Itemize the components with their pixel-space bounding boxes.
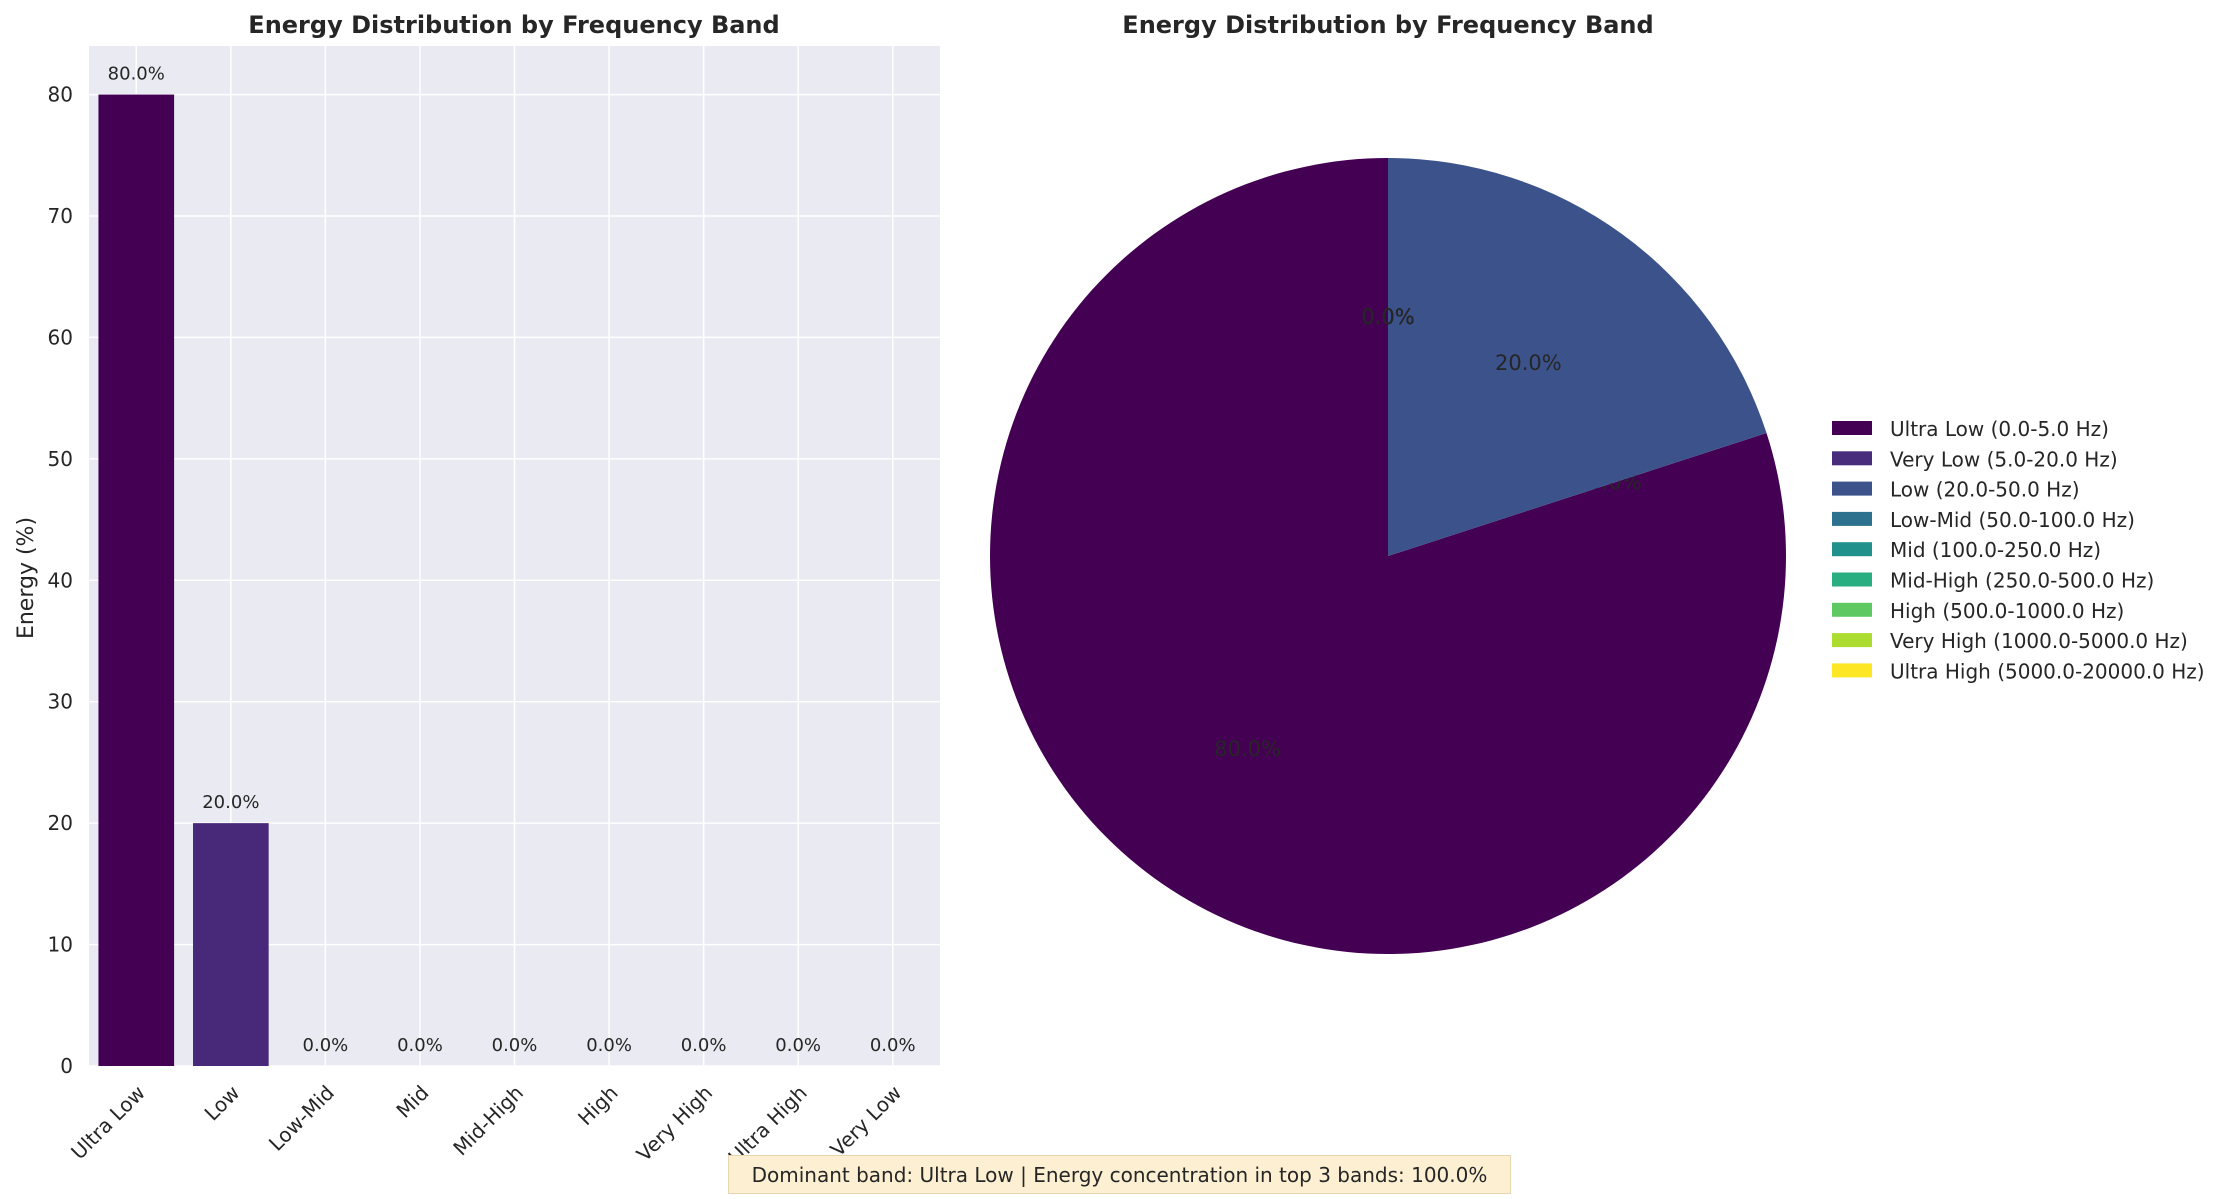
legend-swatch: [1832, 572, 1872, 587]
legend-label: Ultra High (5000.0-20000.0 Hz): [1890, 659, 2205, 683]
bar-value-label: 0.0%: [303, 1035, 349, 1056]
bar-value-label: 0.0%: [775, 1035, 821, 1056]
legend-label: High (500.0-1000.0 Hz): [1890, 599, 2124, 623]
x-tick-label: Very High: [632, 1081, 717, 1166]
y-tick-label: 0: [60, 1054, 73, 1078]
pie-slice-label: 0.0%: [1361, 305, 1414, 329]
bar: [98, 94, 175, 1067]
pie-slice-label: 0.0%: [1361, 305, 1414, 329]
pie-chart-title: Energy Distribution by Frequency Band: [1122, 11, 1653, 39]
bar-chart-title: Energy Distribution by Frequency Band: [248, 11, 779, 39]
pie-slice-label: 0.0%: [1361, 305, 1414, 329]
legend-label: Low-Mid (50.0-100.0 Hz): [1890, 508, 2135, 532]
legend-label: Low (20.0-50.0 Hz): [1890, 478, 2080, 502]
x-tick-label: Mid-High: [448, 1081, 528, 1161]
legend-swatch: [1832, 451, 1872, 466]
x-tick-label: Low: [200, 1081, 245, 1126]
x-tick-label: Ultra Low: [66, 1081, 150, 1165]
legend-swatch: [1832, 663, 1872, 678]
legend-swatch: [1832, 481, 1872, 496]
legend-swatch: [1832, 542, 1872, 557]
bar-value-label: 80.0%: [108, 64, 165, 85]
pie-chart-plot-area: 80.0%0.0%20.0%0.0%0.0%0.0%0.0%0.0%0.0%: [990, 158, 1787, 955]
legend-label: Mid-High (250.0-500.0 Hz): [1890, 569, 2154, 593]
x-tick-label: Low-Mid: [264, 1081, 339, 1156]
legend-label: Very Low (5.0-20.0 Hz): [1890, 447, 2118, 471]
bar-value-label: 0.0%: [492, 1035, 538, 1056]
summary-annotation: Dominant band: Ultra Low | Energy concen…: [728, 1155, 1511, 1194]
y-tick-label: 20: [48, 811, 73, 835]
legend-label: Very High (1000.0-5000.0 Hz): [1890, 629, 2188, 653]
y-tick-label: 30: [48, 690, 73, 714]
bar: [193, 823, 269, 1066]
pie-slice-label: 0.0%: [1361, 305, 1414, 329]
x-tick-label: Mid: [391, 1081, 433, 1123]
bar-value-label: 0.0%: [681, 1035, 727, 1056]
pie-chart-legend: Ultra Low (0.0-5.0 Hz) Very Low (5.0-20.0…: [1832, 417, 2205, 683]
bar-value-label: 0.0%: [397, 1035, 443, 1056]
y-tick-label: 50: [48, 447, 73, 471]
x-tick-label: Very Low: [825, 1081, 906, 1162]
y-tick-label: 10: [48, 933, 73, 957]
y-tick-label: 80: [48, 83, 73, 107]
pie-slice-label: 0.0%: [1361, 305, 1414, 329]
legend-swatch: [1832, 511, 1872, 526]
bar-value-label: 20.0%: [202, 792, 259, 813]
bar-chart-plot-area: 0 10 20 30 40 50 60 70 80 80.0% Ultra Low 20.0% Low 0…: [48, 46, 940, 1169]
pie-slice-label: 80.0%: [1214, 737, 1281, 761]
bar-chart-y-axis-label: Energy (%): [14, 517, 39, 639]
x-tick-label: High: [573, 1081, 622, 1130]
y-tick-label: 60: [48, 325, 73, 349]
bar-value-label: 0.0%: [870, 1035, 916, 1056]
bar-value-label: 0.0%: [586, 1035, 632, 1056]
legend-label: Mid (100.0-250.0 Hz): [1890, 538, 2101, 562]
legend-swatch: [1832, 421, 1872, 435]
pie-slice: [1388, 158, 1767, 556]
y-tick-label: 40: [48, 568, 73, 592]
legend-label: Ultra Low (0.0-5.0 Hz): [1890, 417, 2109, 441]
legend-swatch: [1832, 602, 1872, 617]
legend-swatch: [1832, 633, 1872, 648]
pie-slice-label: 0.0%: [1361, 305, 1414, 329]
pie-slice-label: 20.0%: [1495, 351, 1562, 375]
y-tick-label: 70: [48, 204, 73, 228]
